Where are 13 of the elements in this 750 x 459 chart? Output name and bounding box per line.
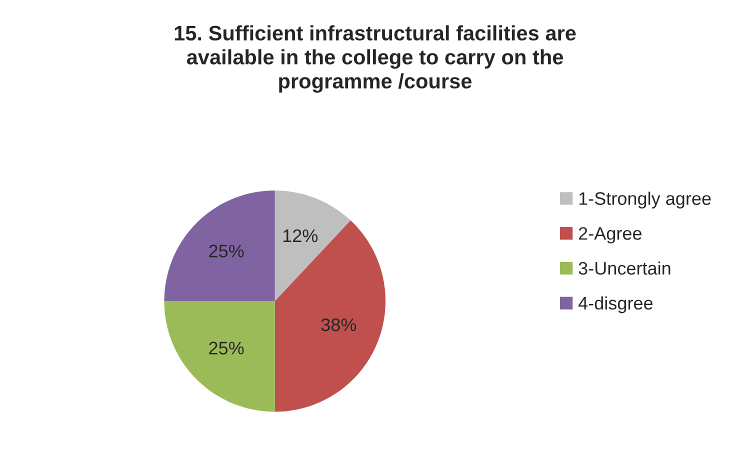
legend-label: 2-Agree (578, 227, 642, 244)
data-label: 25% (209, 244, 244, 258)
legend-label: 1-Strongly agree (579, 192, 711, 209)
data-label: 25% (209, 342, 244, 354)
pie-slice (274, 190, 351, 302)
legend-label: 3-Uncertain (578, 261, 670, 275)
data-label: 38% (321, 318, 356, 332)
chart-title: 15. Sufficient infrastructural facilities are available in the college to carry on the programme /course (174, 25, 576, 93)
data-label: 12% (283, 229, 318, 242)
legend-label: 4-disgree (578, 296, 653, 314)
pie-slice (274, 220, 386, 412)
pie-slice (164, 190, 275, 302)
pie-slice (164, 301, 275, 412)
